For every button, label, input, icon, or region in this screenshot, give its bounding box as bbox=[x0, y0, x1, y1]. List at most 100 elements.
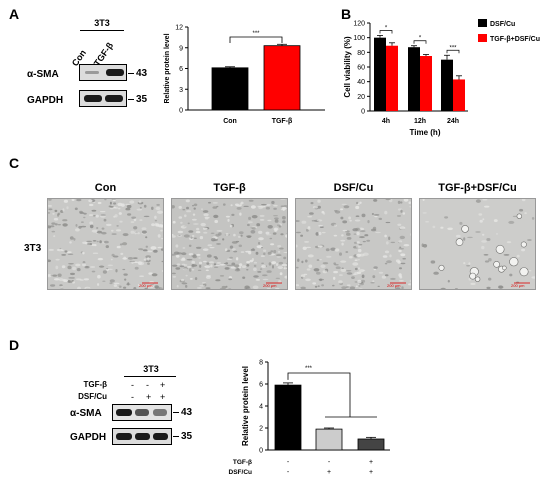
chart-d-y-label: Relative protein level bbox=[241, 366, 250, 446]
micrograph-cell-2-212 bbox=[341, 267, 344, 270]
chart-d-sig-label: *** bbox=[305, 366, 313, 372]
micrograph-cell-3-5 bbox=[528, 270, 532, 272]
chart-b-bar-1-2 bbox=[453, 79, 465, 111]
micrograph-cell-2-199 bbox=[317, 245, 323, 248]
micrograph-cell-2-184 bbox=[400, 253, 406, 257]
micrograph-cell-0-10 bbox=[78, 225, 82, 229]
micrograph-cell-3-9 bbox=[422, 244, 428, 248]
micrograph-cell-0-225 bbox=[114, 214, 118, 218]
micrograph-cell-0-220 bbox=[61, 249, 64, 252]
chart-a: 0 3 6 9 12 Relative protein level Con TGF-β *** bbox=[164, 25, 325, 125]
micrograph-cell-1-146 bbox=[180, 225, 187, 229]
micrograph-cell-1-78 bbox=[285, 234, 287, 238]
micrograph-cell-2-107 bbox=[321, 284, 324, 287]
micrograph-cell-0-208 bbox=[96, 227, 99, 229]
micrograph-cell-3-35 bbox=[432, 225, 436, 229]
micrograph-cell-2-26 bbox=[305, 259, 308, 263]
chart-b-sig-bracket-1 bbox=[413, 40, 427, 44]
micrograph-rounded-cell-8 bbox=[461, 225, 469, 233]
micrograph-cell-0-251 bbox=[58, 278, 64, 282]
micro-row-label: 3T3 bbox=[24, 243, 42, 254]
micrograph-cell-2-41 bbox=[333, 276, 336, 280]
chart-b-y-label: Cell viability (%) bbox=[343, 36, 352, 98]
micrograph-cell-0-141 bbox=[68, 263, 74, 265]
micrograph-cell-2-162 bbox=[399, 246, 402, 248]
micrograph-cell-2-2 bbox=[408, 201, 411, 204]
micrograph-cell-1-166 bbox=[219, 264, 226, 266]
micrograph-cell-0-103 bbox=[89, 203, 94, 207]
blot-d-sign-tgf-1: - bbox=[131, 380, 134, 390]
micrograph-cell-0-79 bbox=[119, 220, 123, 223]
chart-b-y-tick-label-4: 80 bbox=[357, 50, 365, 57]
micrograph-rounded-cell-5 bbox=[493, 261, 500, 268]
chart-b-x-label: Time (h) bbox=[410, 128, 441, 137]
blot-d-sma-strip bbox=[112, 404, 172, 421]
micrograph-cell-2-128 bbox=[390, 277, 396, 280]
micrograph-cell-1-233 bbox=[245, 286, 251, 289]
micrograph-cell-1-266 bbox=[231, 248, 236, 251]
micrograph-cell-2-111 bbox=[307, 216, 313, 218]
micrograph-cell-2-52 bbox=[398, 249, 402, 253]
micrograph-cell-2-131 bbox=[296, 220, 300, 222]
micrograph-cell-3-45 bbox=[456, 234, 461, 238]
micrograph-cell-2-215 bbox=[322, 270, 328, 274]
micrograph-cell-1-192 bbox=[275, 287, 280, 289]
micrograph-cell-1-59 bbox=[224, 248, 228, 252]
micrograph-cell-1-226 bbox=[233, 233, 236, 237]
micrograph-cell-2-54 bbox=[395, 259, 400, 263]
micrograph-cell-0-138 bbox=[118, 212, 122, 215]
micrograph-cell-3-8 bbox=[422, 199, 425, 201]
micrograph-cell-0-24 bbox=[145, 255, 151, 259]
micrograph-cell-0-110 bbox=[134, 231, 137, 235]
blot-d-gapdh-band-1 bbox=[116, 433, 132, 440]
micrograph-cell-1-67 bbox=[273, 204, 278, 207]
micrograph-cell-2-153 bbox=[373, 266, 378, 269]
micrograph-cell-3-14 bbox=[531, 217, 535, 220]
micrograph-cell-1-129 bbox=[238, 244, 242, 248]
micrograph-con bbox=[47, 198, 164, 290]
chart-b-sig-label-1: * bbox=[419, 36, 422, 42]
micrograph-cell-3-18 bbox=[503, 254, 510, 256]
micrograph-cell-2-96 bbox=[364, 234, 369, 237]
micrograph-cell-1-172 bbox=[280, 233, 284, 236]
micrograph-cell-1-13 bbox=[263, 249, 267, 252]
micrograph-cell-1-93 bbox=[192, 213, 196, 216]
micrograph-cell-0-112 bbox=[137, 232, 140, 235]
micrograph-cell-1-240 bbox=[258, 237, 264, 241]
micrograph-cell-2-25 bbox=[353, 241, 358, 244]
micrograph-cell-0-253 bbox=[67, 253, 74, 255]
micrograph-cell-0-189 bbox=[62, 208, 65, 212]
micrograph-cell-0-48 bbox=[104, 199, 107, 201]
micrograph-cell-2-134 bbox=[306, 246, 311, 249]
micrograph-cell-0-115 bbox=[133, 287, 137, 289]
micrograph-cell-0-105 bbox=[132, 257, 138, 259]
micrograph-cell-0-9 bbox=[148, 272, 153, 275]
micrograph-cell-0-233 bbox=[129, 260, 136, 263]
micrograph-cell-2-115 bbox=[355, 215, 360, 217]
micrograph-cell-3-31 bbox=[440, 287, 446, 289]
micrograph-cell-2-119 bbox=[385, 221, 391, 224]
micrograph-cell-0-49 bbox=[69, 241, 72, 244]
micrograph-cell-2-36 bbox=[375, 231, 381, 234]
micrograph-cell-3-53 bbox=[467, 236, 473, 239]
micrograph-cell-2-170 bbox=[385, 241, 389, 245]
panel-label-b: B bbox=[341, 6, 352, 22]
micrograph-cell-1-297 bbox=[260, 268, 263, 270]
micrograph-cell-1-232 bbox=[253, 264, 257, 267]
micrograph-cell-1-57 bbox=[262, 274, 268, 277]
micrograph-cell-0-193 bbox=[122, 233, 129, 237]
blot-a-sma-band-tgf bbox=[106, 69, 124, 76]
micrograph-cell-3-50 bbox=[486, 238, 491, 241]
micrograph-cell-1-279 bbox=[176, 252, 183, 255]
micrograph-cell-0-238 bbox=[127, 282, 130, 286]
micrograph-cell-2-151 bbox=[356, 241, 360, 244]
micrograph-cell-1-83 bbox=[280, 199, 286, 200]
micrograph-cell-2-77 bbox=[410, 273, 411, 275]
blot-d-sign-dsf-1: - bbox=[131, 392, 134, 402]
chart-b-sig-bracket-2 bbox=[446, 49, 460, 54]
micrograph-cell-2-146 bbox=[372, 275, 376, 279]
micrograph-cell-1-113 bbox=[235, 203, 239, 206]
blot-d-row-gapdh-label: GAPDH bbox=[70, 432, 107, 443]
chart-b-sig-label-2: *** bbox=[449, 45, 457, 51]
micrograph-cell-1-96 bbox=[192, 205, 194, 207]
